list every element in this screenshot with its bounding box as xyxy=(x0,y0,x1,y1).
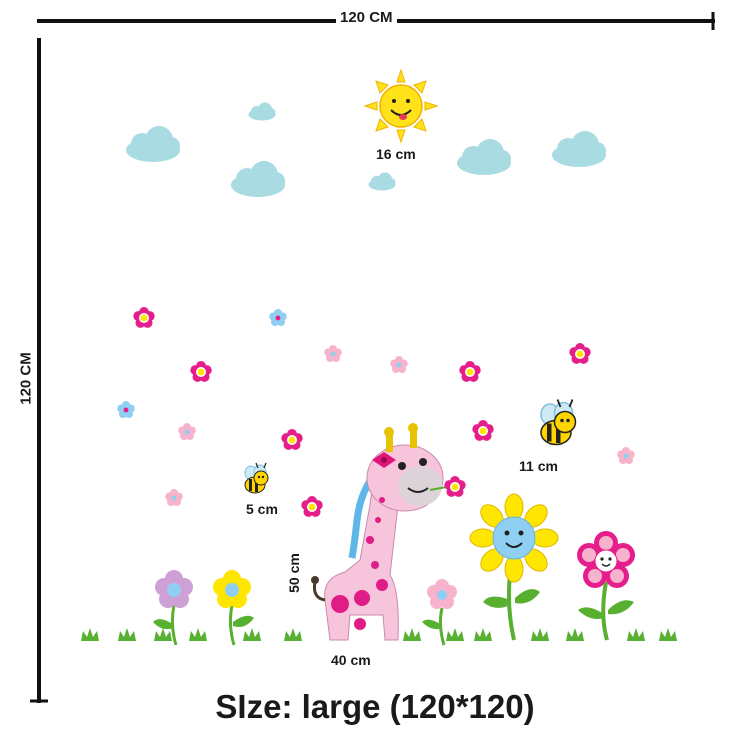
flower-icon xyxy=(281,429,303,450)
big-bee-size-label: 11 cm xyxy=(519,458,558,474)
grass-icon xyxy=(284,628,302,641)
giraffe-width-label: 40 cm xyxy=(331,652,371,668)
bee-icon xyxy=(540,398,577,446)
flower-icon xyxy=(569,343,591,364)
giraffe-icon xyxy=(311,423,466,641)
clouds xyxy=(126,102,606,197)
flower-icon xyxy=(390,356,408,373)
cloud-icon xyxy=(231,161,285,197)
grass-icon xyxy=(118,628,136,641)
grass-icon xyxy=(566,628,584,641)
flower-icon xyxy=(459,361,481,382)
grass-icon xyxy=(627,628,645,641)
cloud-icon xyxy=(248,102,276,121)
flower-icon xyxy=(165,489,183,506)
giraffe-height-label: 50 cm xyxy=(286,553,302,593)
flower-icon xyxy=(472,420,494,441)
flower-icon xyxy=(577,531,635,641)
flower-icon xyxy=(301,496,323,517)
height-dimension-label: 120 CM xyxy=(17,346,35,411)
size-caption: SIze: large (120*120) xyxy=(215,688,535,725)
cloud-icon xyxy=(457,139,511,175)
flower-icon xyxy=(617,447,635,464)
flower-icon xyxy=(324,345,342,362)
grass-icon xyxy=(531,628,549,641)
grass-icon xyxy=(81,628,99,641)
grass-icon xyxy=(474,628,492,641)
grass-icon xyxy=(659,628,677,641)
flower-icon xyxy=(178,423,196,440)
grass-icon xyxy=(446,628,464,641)
grass-icon xyxy=(403,628,421,641)
flower-icon xyxy=(269,309,287,326)
sun-size-label: 16 cm xyxy=(376,146,416,162)
grass-row xyxy=(81,628,677,641)
ground-flowers xyxy=(153,570,457,646)
flower-icon xyxy=(133,307,155,328)
bee-icon xyxy=(244,462,269,494)
flower-icon xyxy=(117,401,135,418)
sun-icon xyxy=(363,68,439,144)
grass-icon xyxy=(243,628,261,641)
small-bee-size-label: 5 cm xyxy=(246,501,278,517)
flower-icon xyxy=(190,361,212,382)
cloud-icon xyxy=(126,126,180,162)
width-dimension-label: 120 CM xyxy=(336,9,397,26)
cloud-icon xyxy=(552,131,606,167)
cloud-icon xyxy=(368,172,396,191)
grass-icon xyxy=(154,628,172,641)
sunflower-icon xyxy=(469,493,559,641)
grass-icon xyxy=(189,628,207,641)
